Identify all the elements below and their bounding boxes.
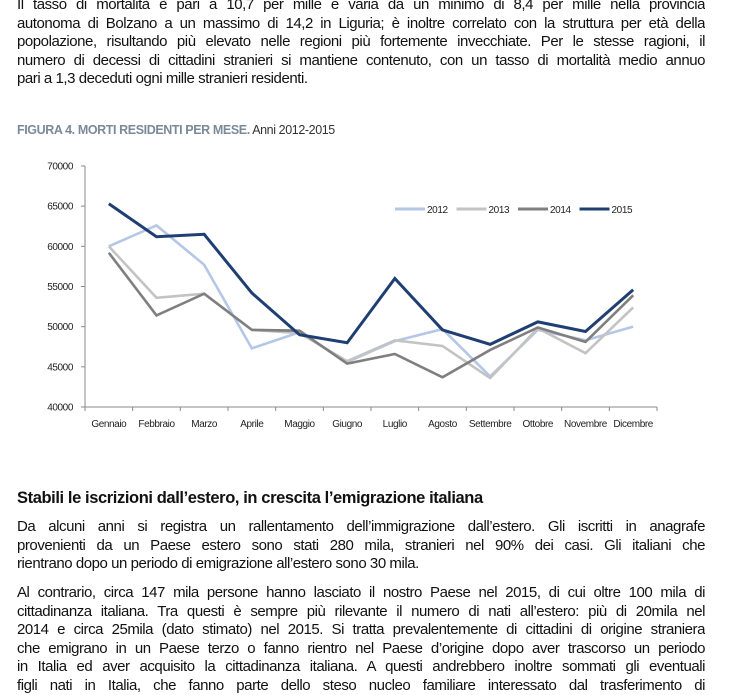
legend-label-2014: 2014 (550, 205, 571, 216)
x-tick-label: Dicembre (613, 419, 653, 430)
x-tick-label: Maggio (284, 419, 315, 430)
y-tick-label: 70000 (47, 162, 74, 173)
figure-title: FIGURA 4. MORTI RESIDENTI PER MESE. Anni… (17, 123, 335, 137)
x-tick-label: Ottobre (523, 419, 554, 430)
x-tick-label: Luglio (383, 419, 408, 430)
text-line: 2014 e circa 25mila (dato stimato) nel 2… (17, 621, 705, 640)
text-line: figli nati in Italia, che fanno parte de… (17, 677, 705, 695)
text-line: rientrano dopo un periodo di emigrazione… (17, 555, 705, 574)
y-tick-label: 60000 (47, 242, 74, 253)
series-line-2014 (109, 253, 633, 378)
legend-label-2012: 2012 (427, 205, 448, 216)
y-tick-label: 45000 (47, 362, 74, 373)
text-line: Il tasso di mortalità è pari a 10,7 per … (17, 0, 705, 15)
section-heading: Stabili le iscrizioni dall’estero, in cr… (17, 489, 483, 508)
text-line: pari a 1,3 deceduti ogni mille stranieri… (17, 70, 705, 89)
text-line: autonoma di Bolzano a un massimo di 14,2… (17, 15, 705, 34)
figure-subtitle: Anni 2012-2015 (252, 123, 335, 137)
paragraph-mortality: Il tasso di mortalità è pari a 10,7 per … (17, 0, 705, 89)
y-tick-label: 65000 (47, 202, 74, 213)
y-tick-label: 50000 (47, 322, 74, 333)
text-line: Da alcuni anni si registra un rallentame… (17, 518, 705, 537)
text-line: provenienti da un Paese estero sono stat… (17, 537, 705, 556)
text-line: popolazione, risultando più elevato nell… (17, 33, 705, 52)
paragraph-immigration: Da alcuni anni si registra un rallentame… (17, 518, 705, 574)
text-line: numero di decessi di cittadini stranieri… (17, 52, 705, 71)
legend-label-2015: 2015 (612, 205, 633, 216)
figure-label: FIGURA 4. MORTI RESIDENTI PER MESE. (17, 123, 250, 137)
legend-label-2013: 2013 (489, 205, 510, 216)
line-chart: 40000 45000 50000 55000 60000 65000 70000 Genna… (0, 150, 750, 440)
paragraph-emigration: Al contrario, circa 147 mila persone han… (17, 584, 705, 695)
x-tick-label: Aprile (240, 419, 264, 430)
text-line: Al contrario, circa 147 mila persone han… (17, 584, 705, 603)
series-line-2015 (109, 204, 633, 345)
text-line: cittadinanza italiana. Tra questi è semp… (17, 603, 705, 622)
x-tick-label: Febbraio (138, 419, 175, 430)
y-tick-label: 55000 (47, 282, 74, 293)
x-tick-label: Agosto (428, 419, 458, 430)
text-line: in Italia ed aver acquisito la cittadina… (17, 658, 705, 677)
x-tick-label: Giugno (332, 419, 363, 430)
x-tick-label: Settembre (469, 419, 512, 430)
x-tick-label: Novembre (564, 419, 608, 430)
text-line: che emigrano in un Paese terzo o fanno r… (17, 640, 705, 659)
x-tick-label: Gennaio (91, 419, 127, 430)
y-tick-label: 40000 (47, 403, 74, 414)
x-tick-label: Marzo (191, 419, 218, 430)
